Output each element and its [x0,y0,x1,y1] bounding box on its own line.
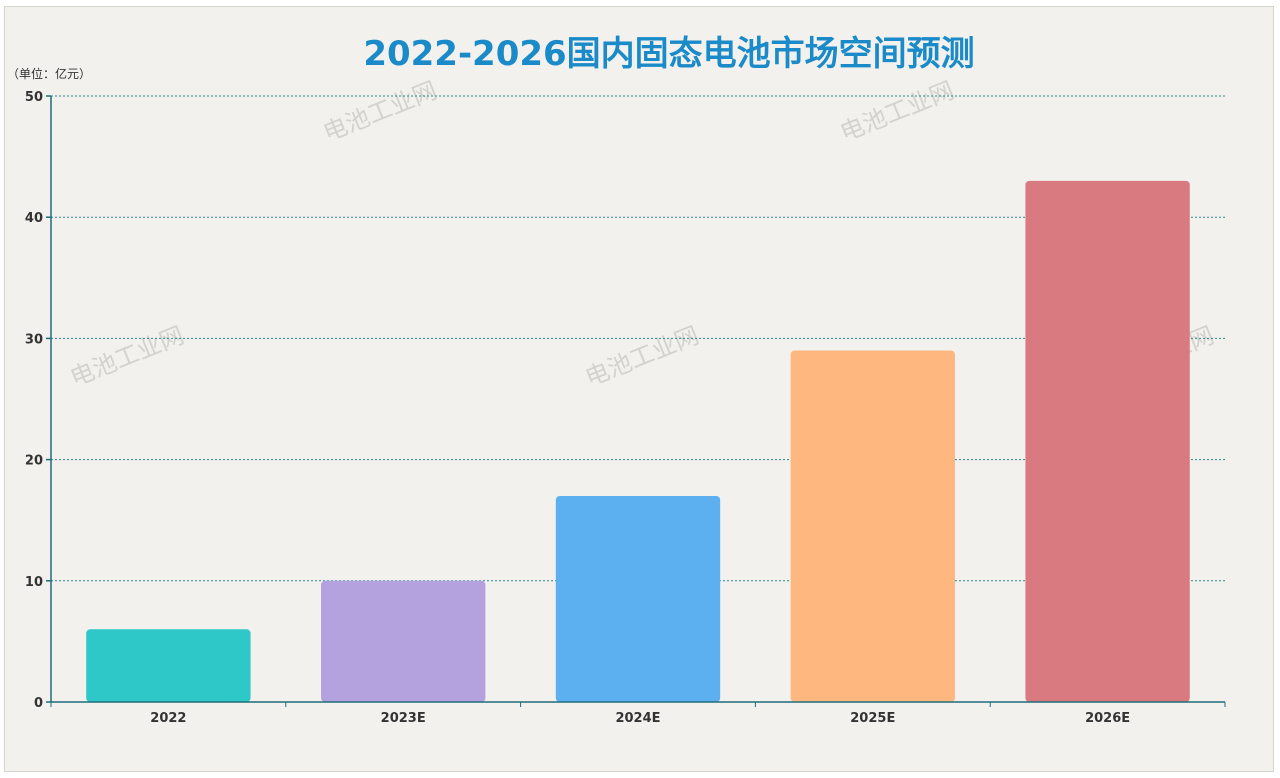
chart-title: 2022-2026国内固态电池市场空间预测 [363,34,974,74]
bar-2023E [321,580,486,702]
y-tick-label: 20 [25,454,43,469]
chart-frame: 电池工业网电池工业网电池工业网电池工业网电池工业网电池工业网电池工业网 2022… [4,6,1274,772]
y-tick-label: 10 [25,575,43,590]
bar-series [86,180,1190,703]
x-axis-ticks: 2022 2023E 2024E 2025E 2026E [150,711,1130,726]
watermark-text: 电池工业网 [836,76,958,147]
y-tick-label: 0 [34,696,43,711]
chart-canvas: 电池工业网电池工业网电池工业网电池工业网电池工业网电池工业网电池工业网 2022… [7,34,1226,726]
y-tick-label: 30 [25,332,43,347]
x-tick-label: 2024E [615,711,660,726]
watermark-text: 电池工业网 [319,76,441,147]
bar-2026E [1025,180,1190,703]
x-tick-label: 2025E [850,711,895,726]
x-tick-label: 2023E [381,711,426,726]
bar-2025E [790,350,955,702]
x-tick-label: 2026E [1085,711,1130,726]
unit-label: （单位：亿元） [7,66,91,81]
x-tick-label: 2022 [150,711,186,726]
y-tick-label: 50 [25,90,43,105]
axes [46,95,1226,707]
watermark-text: 电池工业网 [581,321,703,392]
bar-2022 [86,629,251,702]
watermark-text: 电池工业网 [66,321,188,392]
y-tick-label: 40 [25,211,43,226]
y-axis-ticks: 0 10 20 30 40 50 [25,90,43,711]
bar-2024E [555,495,721,702]
